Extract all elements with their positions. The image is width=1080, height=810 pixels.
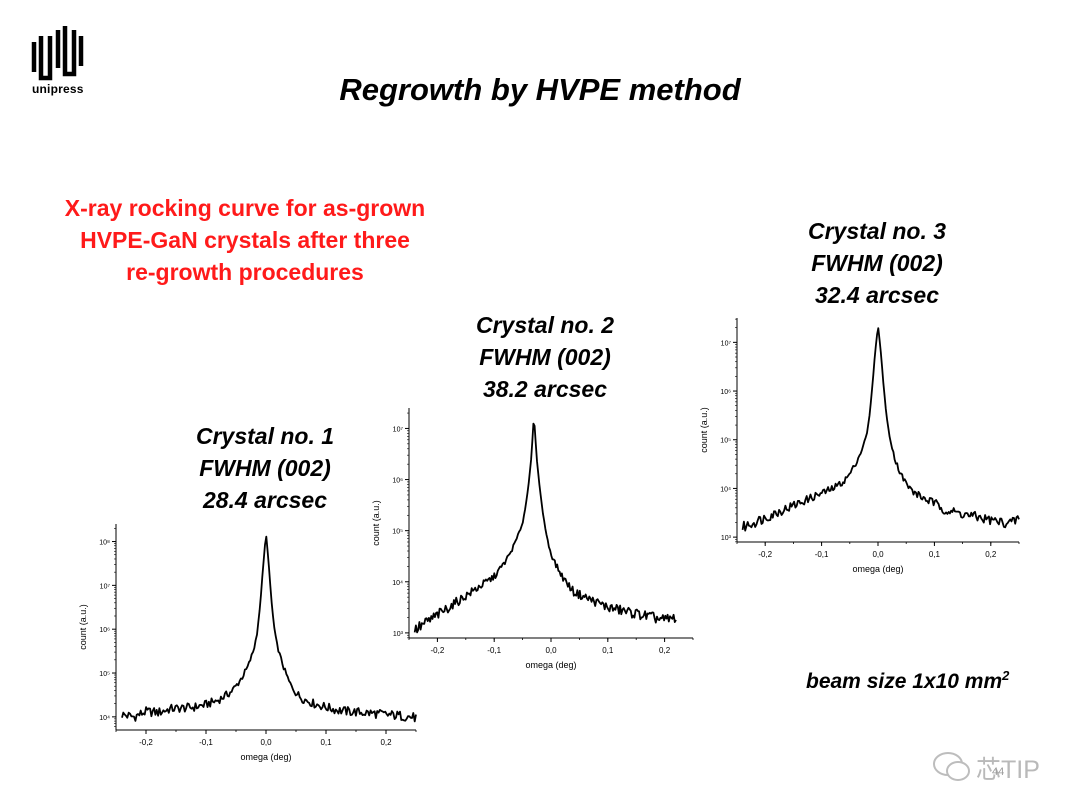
beam-size-exponent: 2: [1002, 668, 1010, 683]
y-tick-label: 10⁴: [720, 486, 731, 493]
slide-title: Regrowth by HVPE method: [339, 72, 741, 107]
x-axis-label: omega (deg): [525, 660, 576, 670]
subtitle-line: re-growth procedures: [126, 259, 364, 285]
y-tick-label: 10⁴: [392, 580, 403, 587]
x-tick-label: -0,1: [199, 738, 213, 747]
y-axis-label: count (a.u.): [699, 407, 709, 453]
data-series-line: [741, 327, 1020, 532]
x-tick-label: -0,1: [815, 550, 829, 559]
y-tick-label: 10³: [721, 535, 732, 542]
caption-crystal-2: Crystal no. 2 FWHM (002) 38.2 arcsec: [430, 309, 660, 405]
caption-value: 32.4 arcsec: [814, 282, 940, 308]
y-tick-label: 10⁷: [721, 340, 732, 347]
wechat-watermark-icon: [933, 752, 970, 781]
rocking-curve-plot-3: -0,2 -0,1 0,0 0,1 0,2 10³ 10⁴ 10⁵ 10⁶ 10⁷ omega (d…: [699, 312, 1030, 584]
rocking-curve-svg-3: -0,2 -0,1 0,0 0,1 0,2 10³ 10⁴ 10⁵ 10⁶ 10⁷ omega (d…: [699, 318, 1020, 574]
y-tick-label: 10⁶: [99, 627, 110, 634]
x-tick-label: -0,2: [758, 550, 772, 559]
y-tick-label: 10⁸: [99, 540, 110, 547]
caption-crystal-1: Crystal no. 1 FWHM (002) 28.4 arcsec: [150, 420, 380, 516]
caption-fwhm: FWHM (002): [199, 455, 331, 481]
x-tick-label: 0,0: [545, 646, 557, 655]
y-tick-label: 10⁶: [392, 478, 403, 485]
watermark-text: 芯TIP: [976, 756, 1040, 784]
caption-fwhm: FWHM (002): [811, 250, 943, 276]
y-tick-label: 10⁶: [720, 389, 731, 396]
x-tick-label: -0,2: [431, 646, 445, 655]
subtitle-line: HVPE-GaN crystals after three: [80, 227, 410, 253]
data-series-line: [413, 422, 677, 634]
slide-subtitle: X-ray rocking curve for as-grown HVPE-Ga…: [40, 192, 450, 288]
x-tick-label: 0,2: [659, 646, 671, 655]
x-tick-label: 0,1: [602, 646, 614, 655]
rocking-curve-svg-1: -0,2 -0,1 0,0 0,1 0,2 10⁴ 10⁵ 10⁶ 10⁷ 10⁸ omega (d…: [78, 524, 417, 762]
page-number: 44: [992, 766, 1005, 778]
y-tick-label: 10⁵: [720, 438, 731, 445]
unipress-logo: [31, 26, 84, 81]
y-tick-label: 10⁷: [100, 583, 111, 590]
y-axis-label: count (a.u.): [78, 604, 88, 650]
beam-size-note: beam size 1x10 mm2: [806, 668, 1009, 694]
beam-size-text: beam size 1x10 mm: [806, 670, 1003, 693]
x-axis-label: omega (deg): [240, 752, 291, 762]
x-tick-label: 0,2: [985, 550, 997, 559]
caption-value: 28.4 arcsec: [202, 487, 328, 513]
y-tick-label: 10⁵: [392, 529, 403, 536]
rocking-curve-svg-2: -0,2 -0,1 0,0 0,1 0,2 10³ 10⁴ 10⁵ 10⁶ 10⁷ omega (d…: [371, 408, 694, 670]
rocking-curve-plot-2: -0,2 -0,1 0,0 0,1 0,2 10³ 10⁴ 10⁵ 10⁶ 10⁷ omega (d…: [371, 400, 702, 680]
x-tick-label: -0,1: [487, 646, 501, 655]
x-tick-label: 0,2: [380, 738, 392, 747]
logo-text: unipress: [32, 82, 84, 96]
rocking-curve-plot-1: -0,2 -0,1 0,0 0,1 0,2 10⁴ 10⁵ 10⁶ 10⁷ 10⁸ omega (d…: [68, 510, 448, 780]
y-tick-label: 10⁵: [99, 671, 110, 678]
y-tick-label: 10⁷: [393, 426, 404, 433]
x-tick-label: -0,2: [139, 738, 153, 747]
x-tick-label: 0,1: [320, 738, 332, 747]
caption-fwhm: FWHM (002): [479, 344, 611, 370]
caption-value: 38.2 arcsec: [482, 376, 608, 402]
x-axis-label: omega (deg): [852, 564, 903, 574]
x-tick-label: 0,0: [260, 738, 272, 747]
subtitle-line: X-ray rocking curve for as-grown: [64, 195, 426, 221]
y-tick-label: 10³: [393, 631, 404, 638]
caption-crystal-3: Crystal no. 3 FWHM (002) 32.4 arcsec: [762, 215, 992, 311]
y-axis-label: count (a.u.): [371, 500, 381, 546]
caption-crystal: Crystal no. 2: [475, 312, 615, 338]
caption-crystal: Crystal no. 1: [195, 423, 335, 449]
data-series-line: [121, 535, 417, 723]
x-tick-label: 0,0: [872, 550, 884, 559]
x-tick-label: 0,1: [929, 550, 941, 559]
caption-crystal: Crystal no. 3: [807, 218, 947, 244]
y-tick-label: 10⁴: [99, 715, 110, 722]
